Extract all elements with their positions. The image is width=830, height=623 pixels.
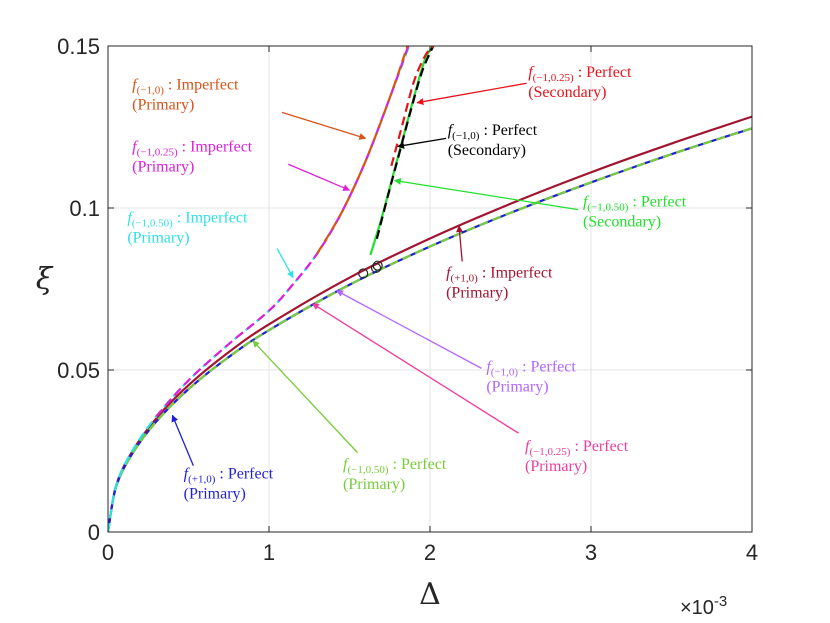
annotation-arrow [281, 111, 367, 140]
annotation-arrow [393, 177, 579, 211]
annotation-label: f(+1,0) : Perfect [184, 466, 274, 486]
annotation-arrow [276, 248, 294, 279]
annotation-sublabel: (Primary) [132, 158, 194, 175]
bifurcation-marker [372, 260, 383, 271]
y-tick-label: 0.15 [57, 34, 100, 59]
grid [108, 46, 752, 532]
annotation-sublabel: (Primary) [184, 486, 246, 503]
annotation-arrow [171, 414, 194, 466]
series-line-m10_secondary [375, 46, 435, 240]
bifurcation-marker [358, 268, 369, 279]
annotation-arrow [252, 340, 359, 454]
x-tick-label: 4 [746, 540, 758, 565]
bifurcation-marker [370, 262, 382, 274]
annotation-group: f(−1,0) : Imperfect(Primary)f(−1,0.25) :… [127, 64, 686, 503]
y-axis-label: ξ [36, 262, 54, 297]
x-axis-label: Δ [419, 577, 441, 612]
annotation-sublabel: (Secondary) [448, 142, 526, 159]
annotation-arrow [397, 137, 447, 149]
series-group [108, 46, 752, 532]
series-line-m1050_perfect_primary [108, 127, 752, 532]
annotation-label: f(−1,0.50) : Perfect [343, 456, 447, 476]
x-tick-label: 2 [424, 540, 436, 565]
series-line-m10_imperfect [316, 46, 409, 254]
annotation-arrow [311, 303, 519, 434]
y-tick-label: 0 [88, 520, 100, 545]
annotation-sublabel: (Secondary) [583, 213, 661, 230]
annotation-label: f(−1,0.25) : Imperfect [132, 138, 253, 158]
annotation-sublabel: (Primary) [525, 458, 587, 475]
annotation-label: f(+1,0) : Imperfect [446, 265, 553, 285]
y-tick-label: 0.1 [69, 196, 100, 221]
annotation-arrow [288, 163, 351, 191]
annotation-label: f(−1,0.25) : Perfect [528, 64, 632, 84]
annotation-sublabel: (Secondary) [528, 84, 606, 101]
x-tick-label: 0 [102, 540, 114, 565]
x-exponent-label: ×10-3 [680, 593, 727, 619]
annotation-sublabel: (Primary) [343, 476, 405, 493]
annotation-sublabel: (Primary) [127, 230, 189, 247]
annotation-label: f(−1,0.50) : Perfect [583, 193, 687, 213]
annotation-arrow [416, 82, 527, 106]
annotation-arrow [336, 290, 482, 369]
annotation-label: f(−1,0.50) : Imperfect [127, 210, 248, 230]
annotation-arrow [456, 225, 464, 262]
series-line-m1025_secondary [390, 46, 435, 167]
annotation-sublabel: (Primary) [446, 285, 508, 302]
annotation-sublabel: (Primary) [486, 379, 548, 396]
annotation-label: f(−1,0.25) : Perfect [525, 438, 629, 458]
annotation-label: f(−1,0) : Perfect [448, 122, 538, 142]
annotation-sublabel: (Primary) [132, 97, 194, 114]
x-tick-label: 3 [585, 540, 597, 565]
x-tick-label: 1 [263, 540, 275, 565]
annotation-label: f(−1,0) : Perfect [486, 359, 576, 379]
tick-group: 0 1 2 3 4 0 0.05 0.1 0.15 [57, 34, 758, 565]
marker-group [358, 260, 383, 279]
annotation-label: f(−1,0) : Imperfect [132, 77, 239, 97]
y-tick-label: 0.05 [57, 358, 100, 383]
